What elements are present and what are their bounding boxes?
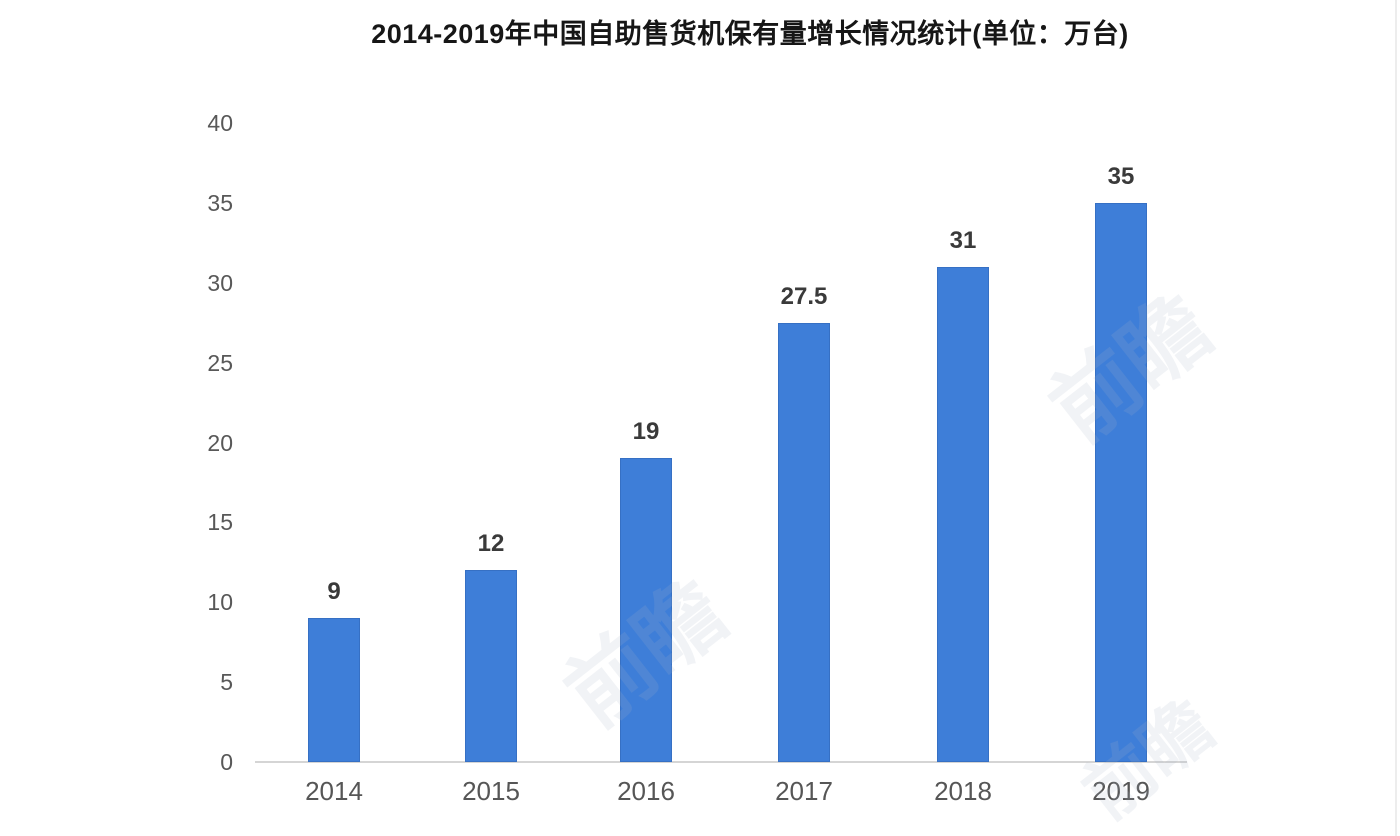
x-axis-category-label: 2016 <box>617 776 675 806</box>
y-axis-tick-label: 20 <box>207 429 233 456</box>
x-axis-line <box>255 761 1187 763</box>
right-edge-line <box>1395 0 1397 836</box>
y-axis-tick-label: 0 <box>220 749 233 775</box>
bar-2016 <box>620 458 672 762</box>
x-axis-category-label: 2017 <box>775 776 833 806</box>
x-axis-category-label: 2019 <box>1092 776 1150 806</box>
x-axis-category-label: 2015 <box>462 776 520 806</box>
y-axis-tick-label: 10 <box>207 589 233 616</box>
bar-value-label: 35 <box>1107 162 1135 190</box>
y-axis-tick-label: 25 <box>207 349 233 376</box>
y-axis-tick-label: 15 <box>207 509 233 536</box>
bar-value-label: 9 <box>327 578 341 606</box>
bar-value-label: 12 <box>477 530 505 558</box>
x-axis-category-label: 2018 <box>934 776 992 806</box>
bar-value-label: 31 <box>949 226 977 254</box>
bar-value-label: 19 <box>632 418 660 446</box>
bar-2019 <box>1095 202 1147 762</box>
y-axis-tick-label: 35 <box>207 189 233 216</box>
bar-2014 <box>308 618 360 762</box>
bar-2017 <box>778 322 830 762</box>
x-axis-category-label: 2014 <box>305 776 363 806</box>
bar-2018 <box>937 266 989 762</box>
bar-2015 <box>465 570 517 762</box>
y-axis-tick-label: 30 <box>207 269 233 296</box>
bar-value-label: 27.5 <box>780 282 828 310</box>
chart-title: 2014-2019年中国自助售货机保有量增长情况统计(单位：万台) <box>371 19 1129 49</box>
y-axis-tick-label: 5 <box>220 669 233 696</box>
y-axis-tick-label: 40 <box>207 110 233 136</box>
